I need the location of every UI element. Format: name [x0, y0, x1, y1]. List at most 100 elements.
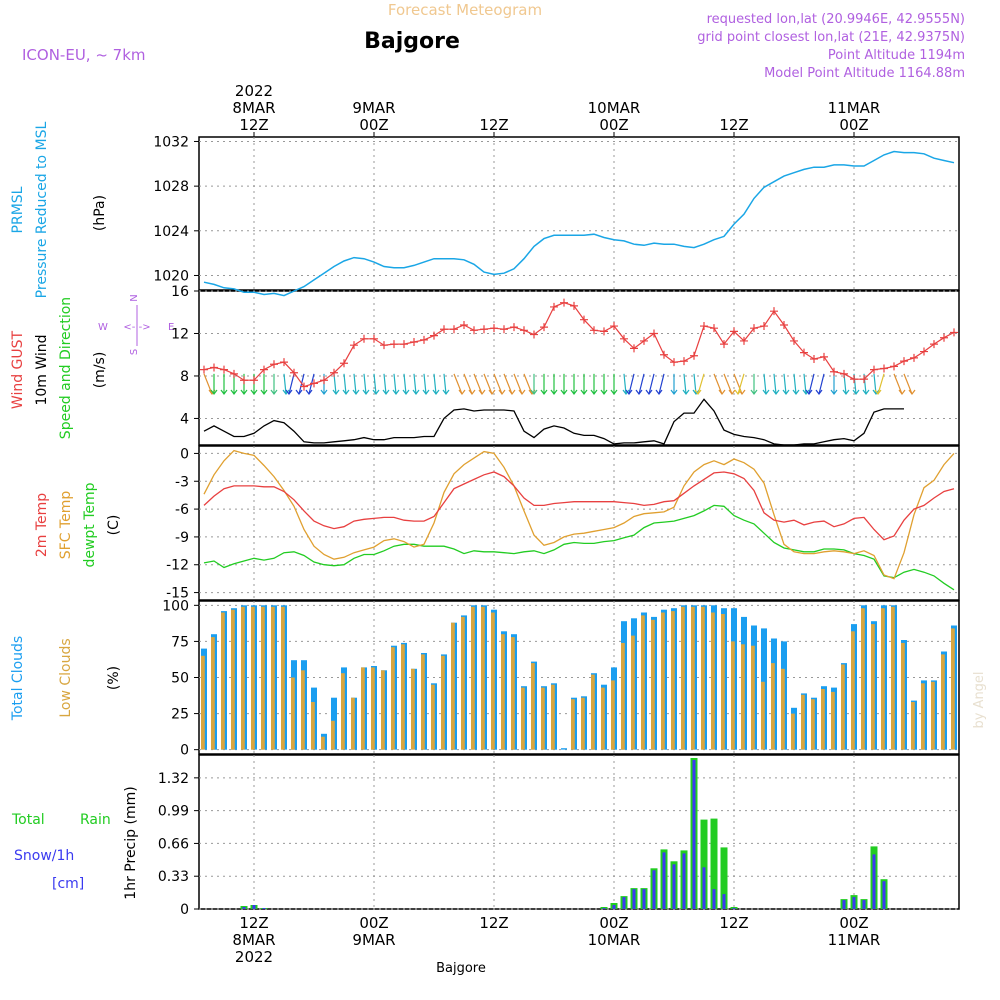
temp-label-2: SFC Temp	[58, 491, 74, 560]
wind-arrow-head	[842, 389, 850, 396]
low-cloud-bar	[791, 713, 795, 750]
wind-arrow	[893, 373, 906, 396]
wind-arrow-shaft	[648, 373, 655, 395]
gust-marker	[850, 375, 858, 384]
wind-arrow	[210, 373, 218, 396]
wind-arrow	[442, 373, 450, 396]
wind-arrow-shaft	[783, 373, 787, 395]
wind-arrow-head	[802, 389, 810, 396]
gust-marker	[280, 358, 288, 367]
wind-arrow	[503, 373, 516, 396]
temp-unit: (C)	[106, 515, 122, 536]
clouds-tick-label: 75	[171, 634, 189, 650]
precip-tick-label: 0.99	[158, 804, 189, 820]
wind-arrow	[762, 373, 770, 396]
temp-labels: 2m Temp SFC Temp dewpt Temp (C)	[34, 482, 122, 567]
low-cloud-bar	[941, 654, 945, 750]
gust-marker	[680, 357, 688, 366]
gust-marker	[950, 328, 958, 337]
wind-arrow	[600, 373, 608, 396]
sfc-temp-line	[203, 449, 955, 580]
requested-coords: requested lon,lat (20.9946E, 42.9555N)	[707, 12, 965, 27]
gust-marker	[520, 326, 528, 335]
snow-bar	[252, 905, 256, 909]
snow-bar	[662, 852, 666, 909]
low-cloud-bar	[381, 670, 385, 750]
snow-bar	[732, 908, 736, 909]
low-cloud-bar	[601, 687, 605, 750]
wind-arrow-head	[518, 389, 526, 396]
gust-marker	[670, 358, 678, 367]
rain-bar	[710, 818, 718, 909]
low-cloud-bar	[891, 606, 895, 750]
gust-marker	[790, 336, 798, 345]
low-cloud-bar	[631, 635, 635, 750]
watermark: by Angel	[972, 671, 987, 728]
wind-arrow-shaft	[363, 373, 367, 395]
bottom-time-label: 00Z	[359, 914, 388, 932]
wind-arrow	[260, 373, 268, 396]
low-cloud-bar	[291, 677, 295, 750]
wind-arrow	[530, 373, 538, 396]
gust-marker	[460, 320, 468, 329]
pressure-line	[203, 150, 955, 297]
wind-arrow-head	[260, 389, 268, 396]
low-cloud-bar	[921, 683, 925, 750]
compass-n: N	[129, 294, 140, 301]
wind-arrow-head	[422, 389, 430, 396]
wind-arrow-head	[852, 389, 860, 396]
gust-line	[203, 302, 955, 388]
rain-bar	[700, 819, 708, 909]
low-cloud-bar	[301, 670, 305, 750]
gust-marker	[500, 325, 508, 334]
wind-arrow-shaft	[373, 373, 377, 395]
wind-arrow-head	[230, 389, 238, 396]
wind-arrow	[772, 373, 780, 396]
wind-tick-label: 4	[180, 411, 189, 427]
gust-marker	[920, 347, 928, 356]
wind-arrow-head	[220, 389, 228, 396]
product-title: Forecast Meteogram	[388, 1, 542, 19]
wind-arrow-head	[772, 389, 780, 396]
gust-marker	[710, 324, 718, 333]
gust-marker	[230, 369, 238, 378]
top-time-label: 00Z	[839, 116, 868, 134]
gust-marker	[640, 336, 648, 345]
point-altitude: Point Altitude 1194m	[828, 48, 965, 63]
wind-arrow-head	[898, 389, 906, 396]
top-time-label: 10MAR	[588, 99, 641, 117]
top-time-label: 11MAR	[828, 99, 881, 117]
gust-marker	[470, 326, 478, 335]
gust-marker	[650, 329, 658, 338]
snow-bar	[712, 889, 716, 909]
gust-marker	[580, 315, 588, 324]
low-cloud-bar	[671, 611, 675, 750]
gust-marker	[760, 322, 768, 331]
wind-arrow	[590, 373, 598, 396]
clouds-tick-label: 25	[171, 707, 189, 723]
wind-arrow-head	[862, 389, 870, 396]
wind-arrow	[805, 373, 815, 396]
wind-arrow-shaft	[473, 373, 483, 395]
low-cloud-bar	[491, 612, 495, 750]
low-cloud-bar	[641, 615, 645, 750]
rain-bar	[720, 847, 728, 909]
gust-marker	[320, 376, 328, 385]
snow-bar	[632, 889, 636, 909]
gust-marker	[250, 376, 258, 385]
gust-marker	[330, 368, 338, 377]
wind-arrow-head	[692, 389, 700, 396]
wind-arrow-shaft	[453, 373, 463, 395]
wind-arrow-head	[830, 389, 838, 396]
wind-arrow	[220, 373, 228, 396]
wind-arrow-head	[432, 389, 440, 396]
precip-unit: 1hr Precip (mm)	[123, 786, 139, 899]
wind-arrow-shaft	[423, 373, 427, 395]
wind-arrow-shaft	[483, 373, 493, 395]
gust-marker	[350, 341, 358, 350]
precip-label-cm: [cm]	[52, 876, 84, 892]
temp-frame	[198, 445, 960, 601]
wind-arrow-head	[352, 389, 360, 396]
wind-arrow-head	[625, 389, 633, 396]
